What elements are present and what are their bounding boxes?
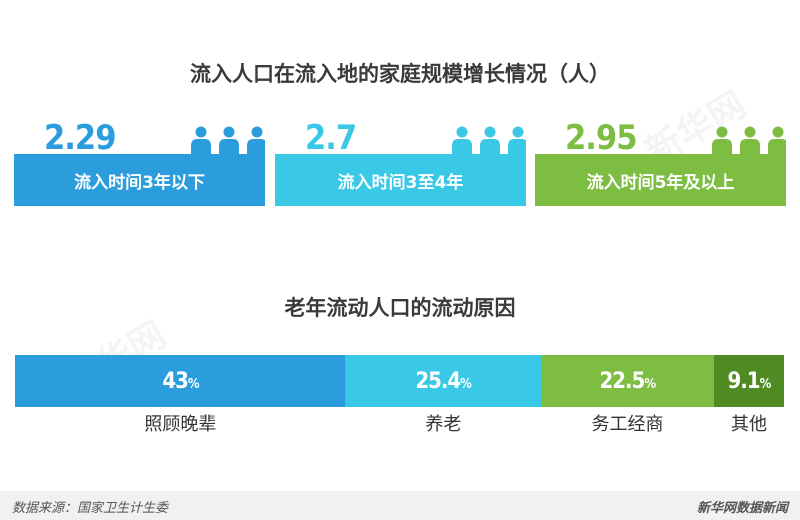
chart-title-family-size: 流入人口在流入地的家庭规模增长情况（人） [190,62,610,86]
person-head [512,126,524,138]
reason-value-label: 25.4% [415,369,472,394]
person-head [484,126,496,138]
data-source: 数据来源：国家卫生计生委 [12,501,169,516]
reasons-stacked-bar [15,355,784,407]
person-head [195,126,207,138]
family-size-group: 2.95 流入时间5年及以上 [535,118,786,208]
family-size-value: 2.7 [305,118,357,158]
people-icon [712,126,786,156]
people-icon [452,126,526,156]
family-size-group: 2.29 流入时间3年以下 [14,118,265,208]
person-head [744,126,756,138]
reason-value-label: 9.1% [727,369,772,394]
person-head [456,126,468,138]
reason-segment [540,355,715,407]
family-size-label: 流入时间3年以下 [74,172,205,193]
reason-category-label: 务工经商 [591,414,664,435]
brand-label: 新华网数据新闻 [696,501,788,516]
person-body [247,139,265,156]
reason-segment [714,355,784,407]
family-size-group: 2.7 流入时间3至4年 [275,118,526,208]
footer: 数据来源：国家卫生计生委 新华网数据新闻 [0,491,800,520]
reason-category-label: 其他 [731,414,767,435]
family-size-label: 流入时间3至4年 [337,172,464,193]
reason-category-label: 养老 [425,414,462,435]
reason-segment [15,355,346,407]
person-body [452,139,472,156]
reason-category-label: 照顾晚辈 [144,414,217,435]
person-head [772,126,784,138]
family-size-bar: 流入时间3年以下 [14,154,265,206]
person-body [768,139,786,156]
person-head [223,126,235,138]
person-body [740,139,760,156]
family-size-value: 2.95 [565,118,637,158]
family-size-label: 流入时间5年及以上 [586,172,735,193]
person-body [191,139,211,156]
person-body [219,139,239,156]
reason-value-label: 43% [162,369,199,394]
person-body [508,139,526,156]
reason-value-label: 22.5% [599,369,657,394]
reason-segment [345,355,541,407]
family-size-bar: 流入时间5年及以上 [535,154,786,206]
person-head [251,126,263,138]
people-icon [191,126,265,156]
person-body [712,139,732,156]
family-size-bar: 流入时间3至4年 [275,154,526,206]
chart-title-migration-reasons: 老年流动人口的流动原因 [284,296,516,320]
person-body [480,139,500,156]
person-head [716,126,728,138]
family-size-value: 2.29 [44,118,116,158]
